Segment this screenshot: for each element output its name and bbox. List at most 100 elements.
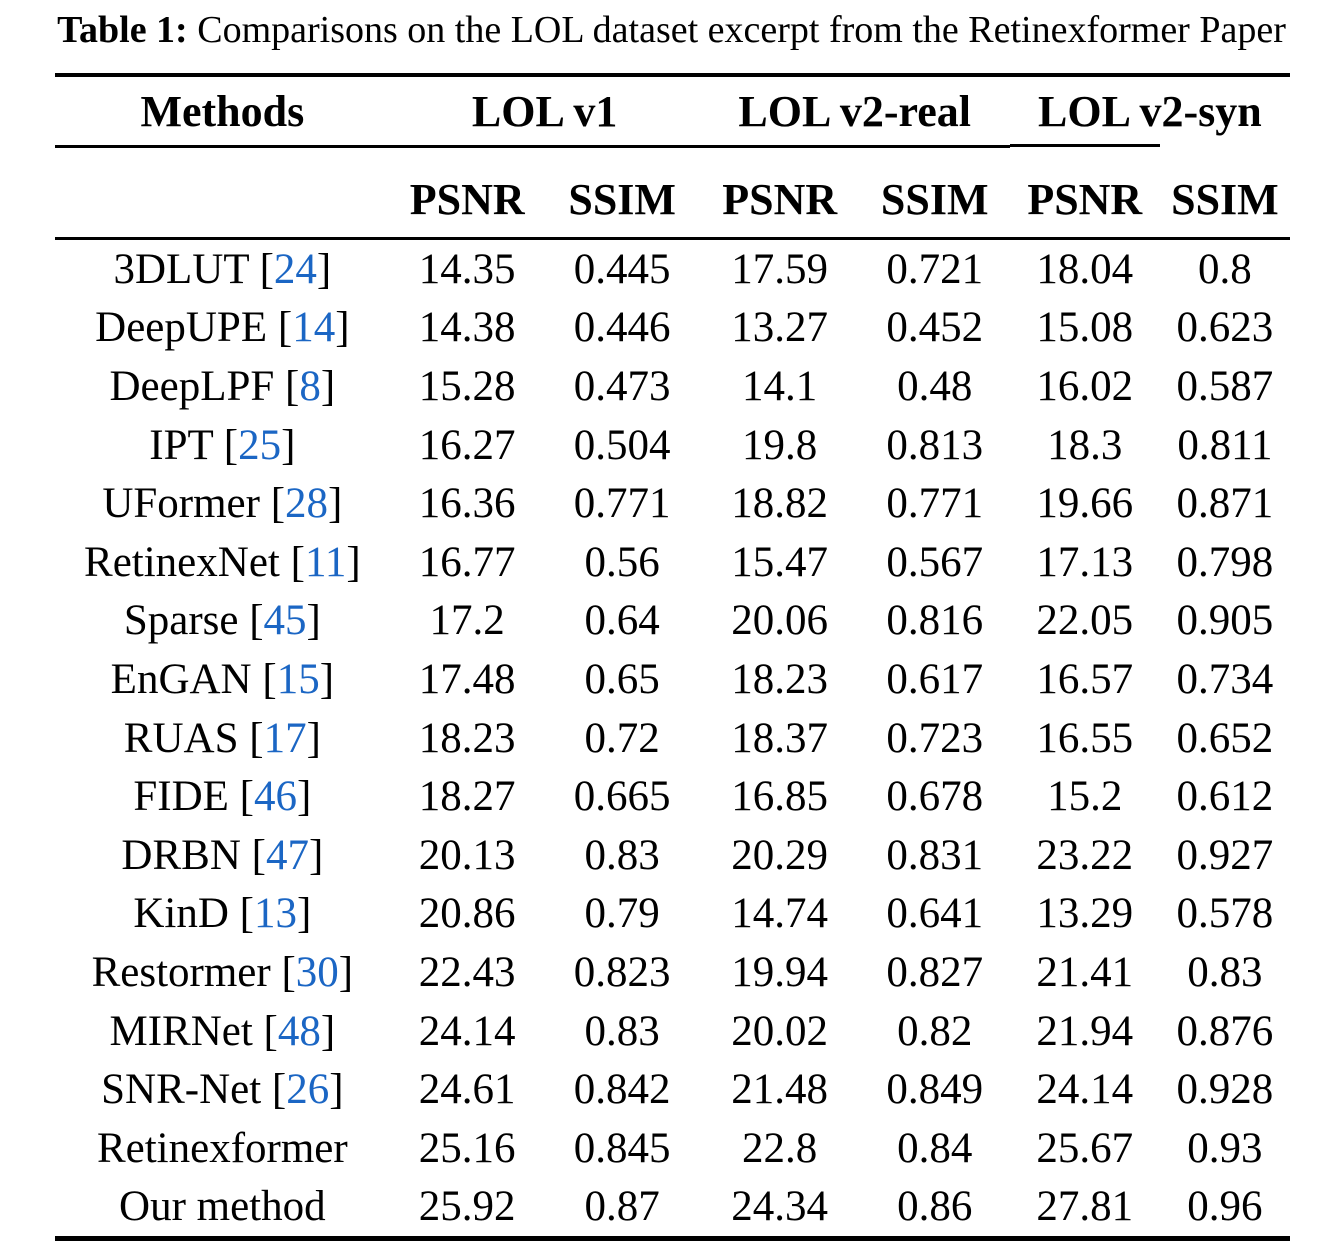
- method-cell: Retinexformer: [55, 1119, 390, 1178]
- value-cell: 18.82: [731, 480, 829, 528]
- value-cell: 0.813: [886, 421, 984, 469]
- method-name: Sparse: [123, 597, 239, 645]
- method-cell: Sparse [45]: [123, 597, 321, 645]
- method-name: DeepLPF: [109, 362, 275, 410]
- value-cell: 24.14: [1036, 1066, 1134, 1114]
- method-cell: Restormer [30]: [91, 948, 354, 996]
- metric-header-psnr-lol-v1: PSNR: [389, 146, 545, 240]
- value-cell: 21.48: [731, 1066, 829, 1114]
- value-cell: 21.94: [1036, 1007, 1134, 1055]
- value-cell: 0.871: [1176, 480, 1274, 528]
- value-cell: 20.06: [731, 597, 829, 645]
- metric-header-psnr-lol-v2-real: PSNR: [699, 146, 860, 240]
- value-cell: 14.38: [418, 304, 516, 352]
- value-cell: 21.41: [1036, 948, 1134, 996]
- value-cell: 0.578: [1176, 890, 1274, 938]
- value-cell: 19.66: [1036, 480, 1134, 528]
- value-cell: 0.827: [886, 948, 984, 996]
- table-row: UFormer [28] 16.36 0.771 18.82 0.771 19.66 0.8…: [55, 474, 1290, 533]
- value-cell: 0.8: [1198, 245, 1252, 293]
- table-caption: Table 1: Comparisons on the LOL dataset …: [0, 0, 1343, 54]
- table-row: FIDE [46] 18.27 0.665 16.85 0.678 15.2 0.612: [55, 767, 1290, 826]
- method-name: Retinexformer: [96, 1124, 348, 1172]
- methods-header: Methods: [55, 75, 390, 148]
- table-row: DeepUPE [14] 14.38 0.446 13.27 0.452 15.08 0.6…: [55, 299, 1290, 358]
- value-cell: 0.96: [1187, 1183, 1263, 1231]
- value-cell: 15.08: [1036, 304, 1134, 352]
- value-cell: 16.36: [418, 480, 516, 528]
- citation-link[interactable]: 11: [304, 538, 347, 586]
- citation-link[interactable]: 48: [277, 1007, 321, 1055]
- citation-link[interactable]: 24: [273, 245, 317, 293]
- value-cell: 23.22: [1036, 831, 1134, 879]
- value-cell: 22.43: [418, 948, 516, 996]
- value-cell: 16.02: [1036, 362, 1134, 410]
- value-cell: 0.587: [1176, 362, 1274, 410]
- table-row: 3DLUT [24] 14.35 0.445 17.59 0.721 18.04 0.8: [55, 239, 1290, 299]
- comparison-table: Methods LOL v1 LOL v2-real LOL v2-syn PS…: [55, 73, 1290, 1241]
- value-cell: 16.27: [418, 421, 516, 469]
- citation-link[interactable]: 25: [238, 421, 282, 469]
- group-header-lol-v2-real: LOL v2-real: [699, 75, 1010, 148]
- citation-link[interactable]: 30: [295, 948, 339, 996]
- table-row: EnGAN [15] 17.48 0.65 18.23 0.617 16.57 0.734: [55, 650, 1290, 709]
- table-row: Restormer [30] 22.43 0.823 19.94 0.827 21.41 0…: [55, 943, 1290, 1002]
- method-name: KinD: [133, 890, 229, 938]
- method-cell: FIDE [46]: [133, 773, 312, 821]
- citation-link[interactable]: 17: [263, 714, 307, 762]
- method-cell: Our method: [55, 1178, 390, 1239]
- value-cell: 0.473: [573, 362, 671, 410]
- value-cell: 0.641: [886, 890, 984, 938]
- method-cell: RetinexNet [11]: [84, 538, 361, 586]
- value-cell: 27.81: [1036, 1183, 1134, 1231]
- method-name: IPT: [149, 421, 213, 469]
- value-cell: 19.94: [731, 948, 829, 996]
- value-cell: 16.85: [731, 773, 829, 821]
- value-cell: 0.56: [584, 538, 660, 586]
- table-row: SNR-Net [26] 24.61 0.842 21.48 0.849 24.14 0.9…: [55, 1060, 1290, 1119]
- table-body: 3DLUT [24] 14.35 0.445 17.59 0.721 18.04 0.8 De…: [55, 239, 1290, 1239]
- citation-link[interactable]: 28: [285, 480, 329, 528]
- value-cell: 17.13: [1036, 538, 1134, 586]
- value-cell: 16.77: [418, 538, 516, 586]
- value-cell: 16.55: [1036, 714, 1134, 762]
- value-cell: 0.83: [584, 831, 660, 879]
- value-cell: 0.452: [886, 304, 984, 352]
- value-cell: 0.623: [1176, 304, 1274, 352]
- table-row: MIRNet [48] 24.14 0.83 20.02 0.82 21.94 0.876: [55, 1002, 1290, 1061]
- caption-text: Comparisons on the LOL dataset excerpt f…: [197, 9, 1286, 51]
- value-cell: 0.842: [573, 1066, 671, 1114]
- value-cell: 24.14: [418, 1007, 516, 1055]
- value-cell: 0.721: [886, 245, 984, 293]
- value-cell: 0.87: [584, 1183, 660, 1231]
- value-cell: 0.79: [584, 890, 660, 938]
- citation-link[interactable]: 47: [265, 831, 309, 879]
- method-name: MIRNet: [109, 1007, 253, 1055]
- metric-header-ssim-lol-v2-real: SSIM: [859, 146, 1010, 240]
- citation-link[interactable]: 14: [292, 304, 336, 352]
- value-cell: 14.35: [418, 245, 516, 293]
- table-row: IPT [25] 16.27 0.504 19.8 0.813 18.3 0.811: [55, 416, 1290, 475]
- value-cell: 24.61: [418, 1066, 516, 1114]
- value-cell: 19.8: [742, 421, 818, 469]
- table-row: RUAS [17] 18.23 0.72 18.37 0.723 16.55 0.652: [55, 709, 1290, 768]
- citation-link[interactable]: 46: [254, 773, 297, 821]
- value-cell: 0.86: [897, 1183, 973, 1231]
- value-cell: 20.13: [418, 831, 516, 879]
- value-cell: 22.8: [742, 1124, 818, 1172]
- citation-link[interactable]: 26: [286, 1066, 330, 1114]
- citation-link[interactable]: 13: [254, 890, 297, 938]
- table-row: RetinexNet [11] 16.77 0.56 15.47 0.567 17.13 0…: [55, 533, 1290, 592]
- value-cell: 0.504: [573, 421, 671, 469]
- value-cell: 0.849: [886, 1066, 984, 1114]
- value-cell: 13.27: [731, 304, 829, 352]
- method-cell: SNR-Net [26]: [101, 1066, 344, 1114]
- citation-link[interactable]: 15: [276, 655, 320, 703]
- metric-header-row: PSNR SSIM PSNR SSIM PSNR SSIM: [55, 146, 1290, 240]
- citation-link[interactable]: 8: [299, 362, 321, 410]
- value-cell: 14.1: [742, 362, 818, 410]
- method-name: UFormer: [102, 480, 260, 528]
- value-cell: 20.02: [731, 1007, 829, 1055]
- citation-link[interactable]: 45: [263, 597, 307, 645]
- value-cell: 15.28: [418, 362, 516, 410]
